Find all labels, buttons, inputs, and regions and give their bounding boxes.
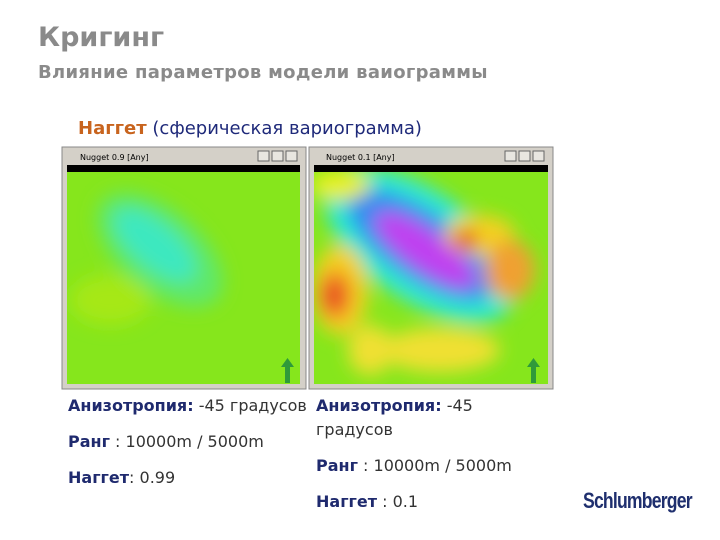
window-button[interactable] (285, 150, 298, 162)
subtitle: Влияние параметров модели ваиограммы (38, 62, 488, 83)
panel-info: Анизотропия: -45 градусов Ранг : 10000m … (68, 394, 308, 502)
value: -45 градусов (316, 396, 473, 439)
kriging-map (314, 172, 548, 384)
panel-info: Анизотропия: -45 градусов Ранг : 10000m … (316, 394, 516, 526)
label: Ранг (68, 432, 110, 451)
heading: Наггет (сферическая вариограмма) (78, 118, 422, 139)
kriging-map (67, 172, 300, 384)
maps: Nugget 0.9 [Any] Nugget 0.1 [Any] (61, 146, 554, 390)
window-button[interactable] (532, 150, 545, 162)
window-title: Nugget 0.1 [Any] (326, 153, 395, 162)
heading-label: Наггет (78, 118, 147, 139)
logo: Schlumberger (583, 488, 693, 513)
label: Наггет (68, 468, 130, 487)
window-right: Nugget 0.1 [Any] (308, 146, 554, 390)
label: Анизотропия: (316, 396, 442, 415)
window-button[interactable] (271, 150, 284, 162)
value: : 0.1 (382, 492, 419, 511)
value: : 10000m / 5000m (115, 432, 264, 451)
label: Анизотропия: (68, 396, 194, 415)
window-button[interactable] (504, 150, 517, 162)
window-left: Nugget 0.9 [Any] (61, 146, 307, 390)
value: : 0.99 (129, 468, 176, 487)
heading-text: (сферическая вариограмма) (152, 118, 422, 139)
window-title: Nugget 0.9 [Any] (80, 153, 149, 162)
label: Ранг (316, 456, 358, 475)
value: -45 градусов (198, 396, 307, 415)
window-button[interactable] (257, 150, 270, 162)
label: Наггет (316, 492, 378, 511)
window-button[interactable] (518, 150, 531, 162)
value: : 10000m / 5000m (363, 456, 512, 475)
title: Кригинг (38, 22, 165, 53)
